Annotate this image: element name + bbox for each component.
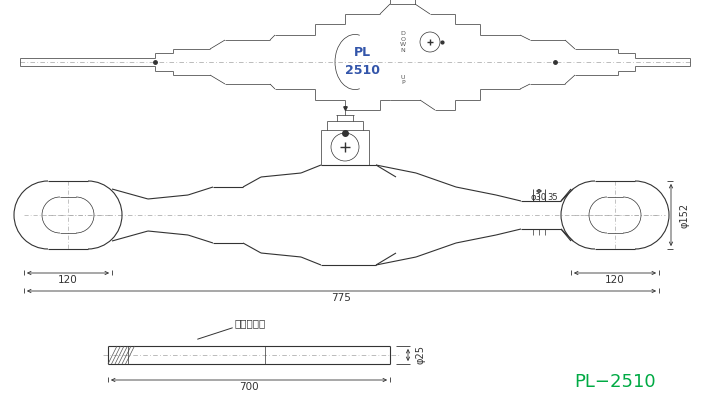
Text: φ152: φ152	[680, 202, 690, 228]
Text: 775: 775	[331, 293, 351, 303]
Text: ハンドル棒: ハンドル棒	[234, 318, 266, 328]
Text: 35: 35	[547, 192, 558, 202]
Text: φ30: φ30	[531, 192, 547, 202]
Text: U
P: U P	[400, 74, 405, 85]
Text: 120: 120	[605, 275, 625, 285]
Text: φ25: φ25	[415, 346, 425, 364]
Text: D
O
W
N: D O W N	[400, 31, 406, 53]
Text: 700: 700	[239, 382, 259, 392]
Text: 2510: 2510	[344, 64, 380, 76]
Text: 120: 120	[58, 275, 78, 285]
Text: PL: PL	[354, 46, 371, 58]
Text: PL−2510: PL−2510	[574, 373, 656, 391]
